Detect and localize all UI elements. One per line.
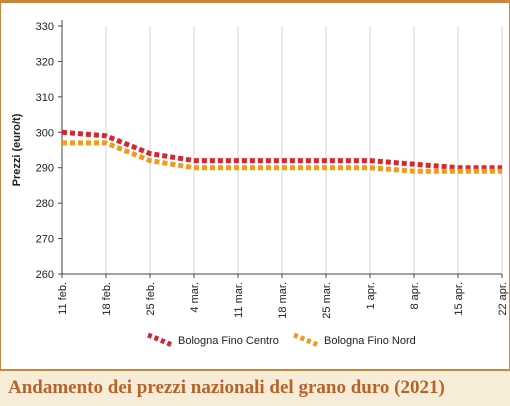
y-tick-label: 280 (36, 198, 54, 210)
y-tick-label: 320 (36, 56, 54, 68)
x-tick-label: 11 feb. (57, 282, 69, 315)
x-tick-label: 25 feb. (145, 282, 157, 316)
y-tick-label: 260 (36, 269, 54, 281)
axes (58, 20, 503, 278)
series-line-nord (62, 140, 502, 174)
x-tick-label: 15 apr. (453, 282, 465, 316)
legend-swatch (293, 332, 319, 348)
figure-caption: Andamento dei prezzi nazionali del grano… (8, 377, 445, 398)
x-tick-label: 22 apr. (497, 282, 509, 316)
y-tick-label: 270 (36, 234, 54, 246)
legend-label: Bologna Fino Centro (178, 335, 279, 347)
x-tick-label: 1 apr. (365, 282, 377, 310)
x-tick-label: 8 apr. (409, 282, 421, 310)
y-axis-label: Prezzi (euro/t) (11, 113, 23, 186)
x-tick-labels: 11 feb. 18 feb. 25 feb. 4 mar. 11 mar. 18 mar… (57, 282, 509, 319)
chart: 260 270 280 290 300 310 320 330 11 feb. 18 feb. 2… (11, 20, 509, 348)
x-tick-label: 18 feb. (101, 282, 113, 316)
caption-bar: Andamento dei prezzi nazionali del grano… (0, 369, 510, 406)
y-tick-labels: 260 270 280 290 300 310 320 330 (36, 21, 54, 281)
legend-swatch (147, 332, 173, 348)
series-lines (61, 129, 503, 174)
y-tick-label: 300 (36, 127, 54, 139)
x-tick-label: 25 mar. (321, 282, 333, 319)
x-tick-label: 18 mar. (277, 282, 289, 319)
x-tick-label: 4 mar. (189, 282, 201, 313)
x-tick-label: 11 mar. (233, 282, 245, 318)
y-tick-label: 310 (36, 92, 54, 104)
y-tick-label: 290 (36, 163, 54, 175)
y-tick-label: 330 (36, 21, 54, 33)
legend: Bologna Fino Centro Bologna Fino Nord (147, 332, 416, 348)
legend-label: Bologna Fino Nord (324, 335, 416, 347)
